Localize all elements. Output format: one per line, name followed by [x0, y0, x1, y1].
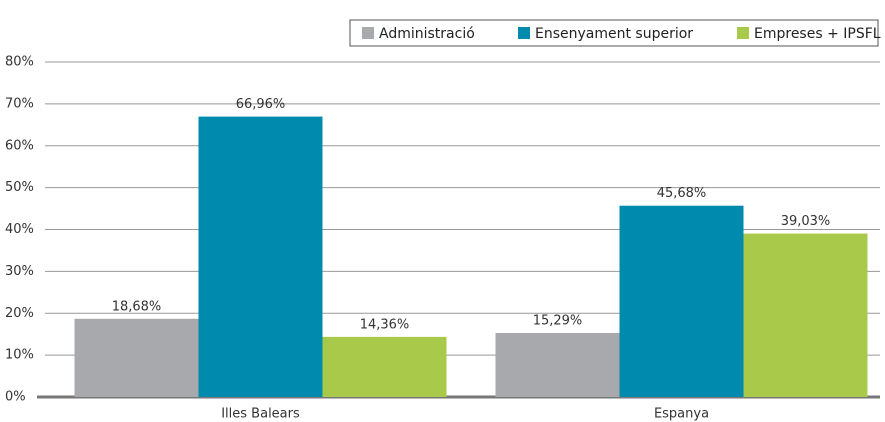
value-label: 15,29% [533, 313, 583, 328]
bar [495, 332, 620, 397]
bar [743, 233, 868, 397]
bar [198, 116, 323, 397]
legend-swatch [518, 27, 530, 39]
bar [619, 205, 744, 397]
y-tick-label: 30% [5, 264, 34, 279]
x-tick-label: Espanya [654, 407, 709, 422]
y-tick-label: 80% [5, 55, 34, 70]
value-label: 66,96% [236, 97, 286, 112]
legend-text: Empreses + IPSFL [754, 26, 881, 42]
bar [74, 318, 199, 397]
legend-text: Ensenyament superior [535, 26, 693, 42]
value-label: 14,36% [360, 317, 410, 332]
x-tick-label: Illes Balears [221, 407, 300, 422]
value-label: 45,68% [657, 186, 707, 201]
y-tick-label: 50% [5, 180, 34, 195]
value-label: 18,68% [112, 299, 162, 314]
legend-box [349, 19, 879, 47]
value-label: 39,03% [781, 214, 831, 229]
y-tick-label: 10% [5, 348, 34, 363]
y-tick-label: 70% [5, 96, 34, 111]
y-tick-label: 20% [5, 306, 34, 321]
legend-swatch [362, 27, 374, 39]
y-tick-label: 0% [5, 390, 26, 405]
legend-swatch [737, 27, 749, 39]
y-tick-label: 40% [5, 222, 34, 237]
legend-text: Administració [379, 26, 475, 42]
y-tick-label: 60% [5, 138, 34, 153]
bar [322, 336, 447, 397]
